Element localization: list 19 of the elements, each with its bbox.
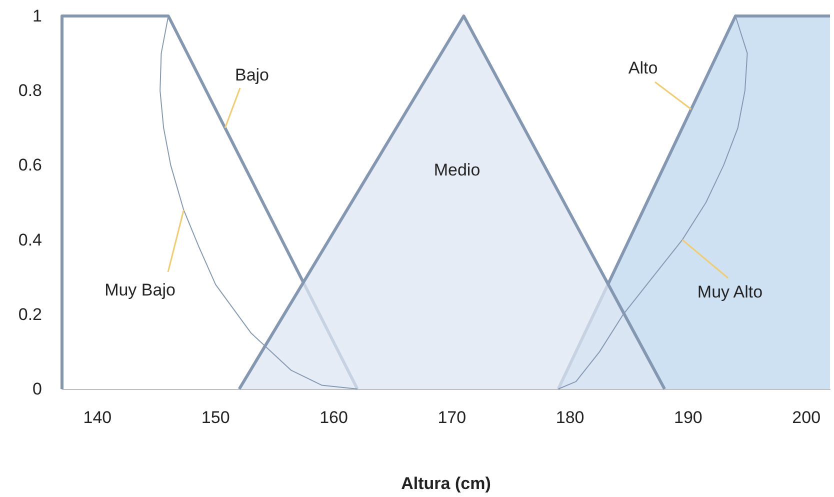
text: Muy Alto bbox=[697, 282, 763, 302]
y-tick-label: 0.2 bbox=[18, 304, 42, 324]
x-tick-label: 160 bbox=[320, 408, 348, 427]
text: Alto bbox=[628, 58, 658, 78]
x-axis-title: Altura (cm) bbox=[401, 474, 491, 493]
series-label: Medio bbox=[434, 160, 480, 180]
x-tick-label: 180 bbox=[556, 408, 584, 427]
y-tick-label: 0.6 bbox=[18, 156, 42, 175]
x-tick-label: 140 bbox=[83, 408, 112, 427]
y-tick-label: 0.8 bbox=[18, 81, 42, 100]
x-tick-label: 170 bbox=[438, 408, 466, 427]
text: Muy Bajo bbox=[104, 280, 176, 300]
x-tick-label: 200 bbox=[792, 408, 821, 427]
x-tick-label: 190 bbox=[674, 408, 702, 427]
y-tick-label: 0.4 bbox=[18, 230, 42, 250]
y-tick-label: 1 bbox=[32, 6, 42, 26]
series-label: Bajo bbox=[234, 66, 270, 84]
x-tick-label: 150 bbox=[201, 408, 230, 427]
y-tick-label: 0 bbox=[32, 380, 42, 398]
